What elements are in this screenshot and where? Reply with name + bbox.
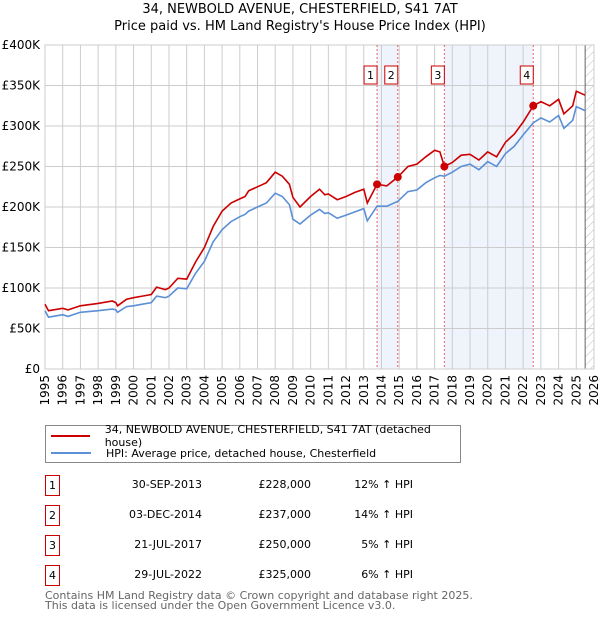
hpi-line: [44, 105, 586, 319]
sale-point: [393, 173, 402, 182]
sale-hpi-diff: 14% ↑ HPI: [354, 508, 413, 521]
y-tick-label: £400K: [2, 38, 42, 52]
legend-label: HPI: Average price, detached house, Ches…: [106, 446, 377, 460]
sale-row: 1 30-SEP-2013 £228,000 12% ↑ HPI: [45, 475, 465, 496]
x-tick-label: 2016: [410, 375, 424, 406]
x-tick-label: 1996: [56, 375, 70, 406]
x-tick-label: 2020: [481, 375, 495, 406]
x-tick-label: 2014: [374, 375, 388, 406]
x-tick-label: 2009: [286, 375, 300, 406]
sale-marker-label: 4: [523, 69, 530, 82]
chart-subtitle: Price paid vs. HM Land Registry's House …: [114, 19, 486, 34]
x-tick-label: 2002: [162, 375, 176, 406]
sale-point: [440, 162, 449, 171]
x-tick-label: 2008: [268, 375, 282, 406]
sale-marker-box: [384, 65, 399, 85]
sale-point: [529, 101, 538, 110]
sale-date: 03-DEC-2014: [128, 508, 202, 521]
sale-row: 4 29-JUL-2022 £325,000 6% ↑ HPI: [45, 565, 465, 586]
x-tick-label: 2025: [569, 375, 583, 406]
sale-hpi-diff: 5% ↑ HPI: [361, 538, 413, 551]
legend-label: 34, NEWBOLD AVENUE, CHESTERFIELD, S41 7A…: [104, 423, 431, 449]
legend: 34, NEWBOLD AVENUE, CHESTERFIELD, S41 7A…: [45, 423, 461, 463]
x-tick-label: 2000: [127, 375, 141, 406]
x-tick-label: 2015: [392, 375, 406, 406]
x-tick-label: 2003: [180, 375, 194, 406]
sale-marker-label: 4: [45, 565, 60, 586]
sale-hpi-diff: 12% ↑ HPI: [354, 478, 413, 491]
x-tick-label: 2017: [428, 375, 442, 406]
sale-marker-box: [430, 65, 445, 85]
footer-line-1: Contains HM Land Registry data © Crown c…: [45, 589, 473, 602]
sale-row: 2 03-DEC-2014 £237,000 14% ↑ HPI: [45, 505, 465, 526]
sale-marker-box: [363, 65, 378, 85]
y-tick-label: £200K: [2, 200, 42, 214]
x-tick-label: 2010: [304, 375, 318, 406]
x-tick-label: 2012: [339, 375, 353, 406]
legend-swatch-blue: [51, 452, 91, 454]
footer-line-2: This data is licensed under the Open Gov…: [45, 599, 396, 612]
x-tick-label: 2021: [498, 375, 512, 406]
x-tick-label: 2018: [445, 375, 459, 406]
sale-date: 21-JUL-2017: [134, 538, 202, 551]
x-tick-label: 1995: [38, 375, 52, 406]
property-price-line: [44, 90, 586, 312]
chart-title: 34, NEWBOLD AVENUE, CHESTERFIELD, S41 7A…: [142, 2, 458, 17]
y-tick-label: £350K: [2, 79, 42, 93]
x-tick-label: 2006: [233, 375, 247, 406]
y-tick-label: £250K: [2, 160, 42, 174]
sale-hpi-diff: 6% ↑ HPI: [361, 568, 413, 581]
x-tick-label: 2007: [251, 375, 265, 406]
legend-item-hpi: HPI: Average price, detached house, Ches…: [46, 445, 376, 461]
x-tick-label: 2004: [197, 375, 211, 406]
x-tick-label: 1997: [73, 375, 87, 406]
y-tick-label: £150K: [2, 241, 42, 255]
sale-marker-label: 2: [388, 69, 395, 82]
sale-price: £237,000: [258, 508, 312, 521]
sale-price: £325,000: [258, 568, 312, 581]
legend-swatch-red: [51, 435, 90, 437]
sale-marker-label: 3: [434, 69, 441, 82]
x-tick-label: 2019: [463, 375, 477, 406]
y-tick-label: £50K: [9, 322, 41, 336]
sale-marker-label: 2: [45, 505, 60, 526]
x-tick-label: 1999: [109, 375, 123, 406]
sale-date: 29-JUL-2022: [134, 568, 202, 581]
sale-marker-label: 3: [45, 535, 60, 556]
x-tick-label: 2023: [534, 375, 548, 406]
sale-marker-label: 1: [45, 475, 60, 496]
y-tick-label: £100K: [2, 281, 42, 295]
sale-price: £250,000: [258, 538, 312, 551]
legend-item-property: 34, NEWBOLD AVENUE, CHESTERFIELD, S41 7A…: [46, 423, 460, 449]
y-tick-label: £300K: [2, 119, 42, 133]
x-tick-label: 2022: [516, 375, 530, 406]
x-tick-label: 2001: [144, 375, 158, 406]
line-chart: £0 £50K £100K £150K £200K £250K £300K £350K £400…: [2, 38, 600, 406]
sale-marker-label: 1: [367, 69, 374, 82]
sale-marker-box: [519, 65, 534, 85]
plot-frame: [44, 44, 595, 370]
x-tick-label: 1998: [91, 375, 105, 406]
x-tick-label: 2011: [321, 375, 335, 406]
sale-row: 3 21-JUL-2017 £250,000 5% ↑ HPI: [45, 535, 465, 556]
sale-point: [373, 180, 382, 189]
x-tick-label: 2024: [552, 375, 566, 406]
sale-date: 30-SEP-2013: [131, 478, 202, 491]
x-tick-label: 2026: [587, 375, 600, 406]
sale-price: £228,000: [258, 478, 312, 491]
x-tick-label: 2005: [215, 375, 229, 406]
x-tick-label: 2013: [357, 375, 371, 406]
y-tick-label: £0: [25, 362, 40, 376]
footer: Contains HM Land Registry data © Crown c…: [45, 589, 473, 612]
